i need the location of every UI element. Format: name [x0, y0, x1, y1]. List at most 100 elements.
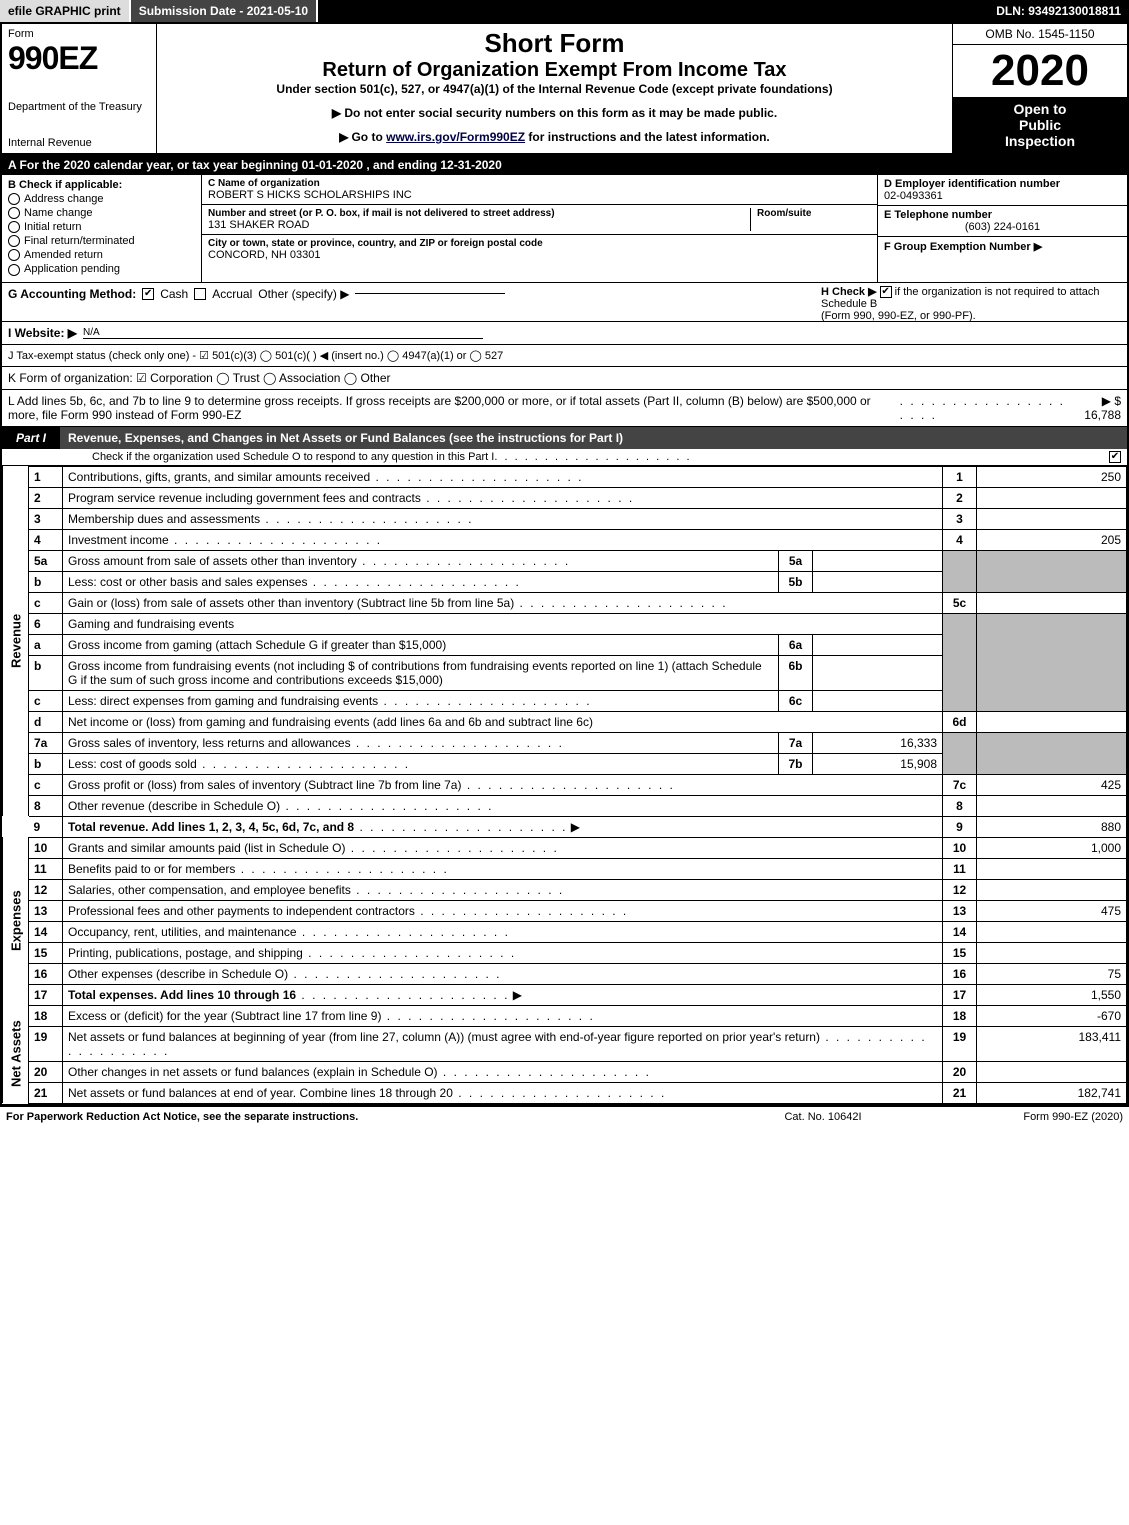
l16-num: 16 — [29, 963, 63, 984]
header-left: Form 990EZ Department of the Treasury In… — [2, 24, 157, 153]
l2-rnum: 2 — [943, 487, 977, 508]
l8-desc: Other revenue (describe in Schedule O) — [63, 795, 943, 816]
phone-label: E Telephone number — [884, 209, 1121, 221]
l7c-rnum: 7c — [943, 774, 977, 795]
row-k: K Form of organization: ☑ Corporation ◯ … — [2, 367, 1127, 390]
l20-num: 20 — [29, 1061, 63, 1082]
l1-num: 1 — [29, 466, 63, 487]
l5c-num: c — [29, 592, 63, 613]
l7b-ml: 7b — [779, 753, 813, 774]
side-blank — [3, 816, 29, 837]
irs-link[interactable]: www.irs.gov/Form990EZ — [386, 130, 525, 144]
row-i: I Website: ▶ N/A — [2, 322, 1127, 345]
l6-shade — [943, 613, 977, 711]
title-warning: ▶ Do not enter social security numbers o… — [165, 106, 944, 120]
l5b-ml: 5b — [779, 571, 813, 592]
org-addr-label: Number and street (or P. O. box, if mail… — [208, 208, 744, 219]
ein-label: D Employer identification number — [884, 178, 1121, 190]
box-c: C Name of organization ROBERT S HICKS SC… — [202, 175, 877, 282]
ein-value: 02-0493361 — [884, 190, 1121, 202]
l17-desc: Total expenses. Add lines 10 through 16 … — [63, 984, 943, 1005]
box-b-label: B Check if applicable: — [8, 179, 195, 191]
topbar-spacer — [318, 0, 988, 22]
l5ab-shade-val — [977, 550, 1127, 592]
chk-final-return[interactable]: Final return/terminated — [8, 235, 195, 247]
phone-value: (603) 224-0161 — [884, 221, 1121, 233]
l11-rval — [977, 858, 1127, 879]
l16-rnum: 16 — [943, 963, 977, 984]
side-expenses: Expenses — [3, 837, 29, 1005]
form-number: 990EZ — [8, 40, 150, 77]
l6b-num: b — [29, 655, 63, 690]
title-return: Return of Organization Exempt From Incom… — [165, 59, 944, 82]
inspection-line2: Public — [957, 117, 1123, 133]
side-net-assets: Net Assets — [3, 1005, 29, 1103]
l17-rnum: 17 — [943, 984, 977, 1005]
row-l-amount: ▶ $ 16,788 — [1073, 394, 1121, 422]
l8-rnum: 8 — [943, 795, 977, 816]
lines-table: Revenue 1 Contributions, gifts, grants, … — [2, 466, 1127, 1104]
l6-num: 6 — [29, 613, 63, 634]
efile-print-label[interactable]: efile GRAPHIC print — [0, 0, 131, 22]
chk-schedule-o[interactable] — [1109, 451, 1121, 463]
l21-num: 21 — [29, 1082, 63, 1103]
l3-num: 3 — [29, 508, 63, 529]
chk-initial-return[interactable]: Initial return — [8, 221, 195, 233]
l7b-mv: 15,908 — [813, 753, 943, 774]
l19-rnum: 19 — [943, 1026, 977, 1061]
l20-rnum: 20 — [943, 1061, 977, 1082]
l7c-rval: 425 — [977, 774, 1127, 795]
l19-desc: Net assets or fund balances at beginning… — [63, 1026, 943, 1061]
chk-amended-return[interactable]: Amended return — [8, 249, 195, 261]
chk-h[interactable] — [880, 286, 892, 298]
org-addr-value: 131 SHAKER ROAD — [208, 219, 744, 231]
l8-rval — [977, 795, 1127, 816]
l9-rval: 880 — [977, 816, 1127, 837]
l6-desc: Gaming and fundraising events — [63, 613, 943, 634]
box-f: F Group Exemption Number ▶ — [878, 237, 1127, 282]
l15-num: 15 — [29, 942, 63, 963]
l2-num: 2 — [29, 487, 63, 508]
l16-desc: Other expenses (describe in Schedule O) — [63, 963, 943, 984]
row-l: L Add lines 5b, 6c, and 7b to line 9 to … — [2, 390, 1127, 427]
l10-rval: 1,000 — [977, 837, 1127, 858]
chk-name-change[interactable]: Name change — [8, 207, 195, 219]
l7a-num: 7a — [29, 732, 63, 753]
room-suite-label: Room/suite — [751, 208, 871, 231]
l21-rval: 182,741 — [977, 1082, 1127, 1103]
l1-rval: 250 — [977, 466, 1127, 487]
l7a-mv: 16,333 — [813, 732, 943, 753]
header-right: OMB No. 1545-1150 2020 Open to Public In… — [952, 24, 1127, 153]
org-city-value: CONCORD, NH 03301 — [208, 249, 871, 261]
other-specify-field[interactable] — [355, 293, 505, 294]
cash-label: Cash — [160, 287, 188, 301]
l18-rnum: 18 — [943, 1005, 977, 1026]
row-h: H Check ▶ if the organization is not req… — [821, 285, 1121, 322]
l5c-rval — [977, 592, 1127, 613]
l6b-mv — [813, 655, 943, 690]
chk-cash[interactable] — [142, 288, 154, 300]
website-value: N/A — [83, 327, 483, 339]
l7c-desc: Gross profit or (loss) from sales of inv… — [63, 774, 943, 795]
chk-application-pending[interactable]: Application pending — [8, 263, 195, 275]
box-d: D Employer identification number 02-0493… — [878, 175, 1127, 206]
l5ab-shade — [943, 550, 977, 592]
info-grid: B Check if applicable: Address change Na… — [2, 175, 1127, 283]
chk-accrual[interactable] — [194, 288, 206, 300]
l10-num: 10 — [29, 837, 63, 858]
l20-desc: Other changes in net assets or fund bala… — [63, 1061, 943, 1082]
l5b-num: b — [29, 571, 63, 592]
part1-tab: Part I — [2, 427, 60, 449]
l5b-desc: Less: cost or other basis and sales expe… — [63, 571, 779, 592]
footer-right: Form 990-EZ (2020) — [923, 1111, 1123, 1123]
l9-rnum: 9 — [943, 816, 977, 837]
row-l-dots — [900, 394, 1068, 422]
chk-address-change[interactable]: Address change — [8, 193, 195, 205]
l7c-num: c — [29, 774, 63, 795]
website-label: I Website: ▶ — [8, 326, 77, 340]
part1-sub-dots — [494, 451, 1109, 463]
l7ab-shade-val — [977, 732, 1127, 774]
l17-num: 17 — [29, 984, 63, 1005]
l5b-mv — [813, 571, 943, 592]
part1-title: Revenue, Expenses, and Changes in Net As… — [60, 427, 1127, 449]
